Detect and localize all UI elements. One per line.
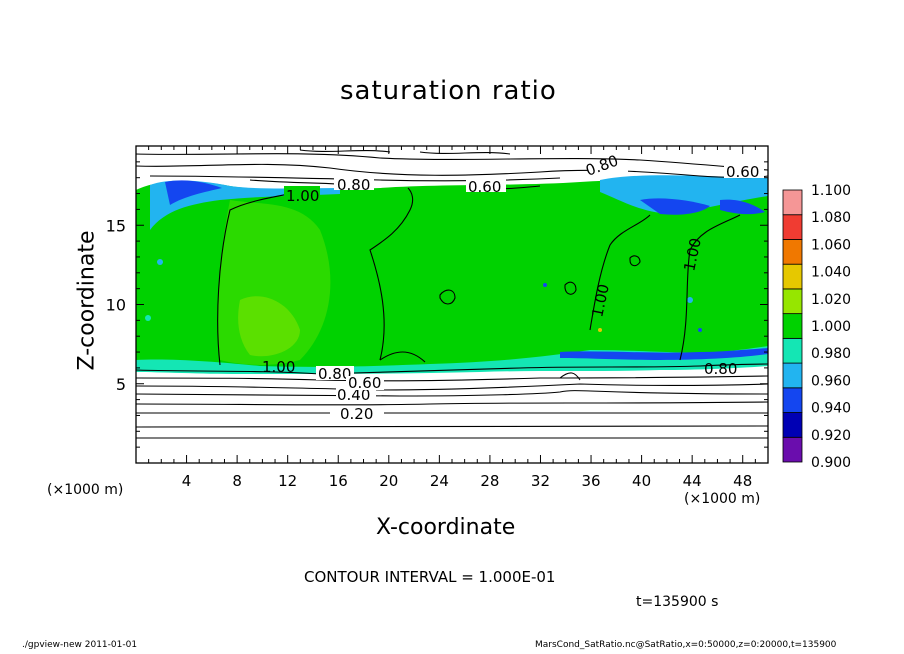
contour-label: 0.40 — [337, 386, 370, 404]
x-axis: 4 8 12 16 20 24 28 32 36 40 44 48 — [148, 146, 756, 490]
colorbar-label: 0.920 — [811, 428, 851, 444]
contour-label: 0.60 — [468, 178, 501, 196]
colorbar-swatch — [782, 412, 803, 438]
colorbar-swatch — [782, 214, 803, 240]
x-tick-label: 16 — [329, 472, 348, 490]
x-tick-label: 40 — [632, 472, 651, 490]
x-tick-label: 48 — [733, 472, 752, 490]
footer-right: MarsCond_SatRatio.nc@SatRatio,x=0:50000,… — [535, 640, 837, 650]
contour-label: 1.00 — [262, 358, 295, 376]
colorbar-swatch — [782, 263, 803, 290]
x-tick-label: 44 — [683, 472, 702, 490]
colorbar-label: 1.100 — [811, 183, 851, 199]
colorbar-swatch — [782, 387, 803, 413]
x-axis-label: X-coordinate — [376, 515, 516, 540]
saturation-field — [136, 146, 768, 463]
contour-interval: CONTOUR INTERVAL = 1.000E-01 — [304, 568, 556, 586]
contour-lines — [135, 149, 769, 439]
colorbar: 0.900 0.920 0.940 0.960 0.980 1.000 1.020 1.040… — [782, 183, 851, 471]
colorbar-swatch — [782, 288, 803, 315]
contour-label: 0.80 — [337, 176, 370, 194]
colorbar-label: 0.960 — [811, 373, 851, 389]
colorbar-swatch — [782, 436, 803, 463]
x-tick-label: 20 — [379, 472, 398, 490]
colorbar-label: 1.000 — [811, 319, 851, 335]
contour-label: 1.00 — [286, 187, 319, 205]
x-tick-label: 36 — [581, 472, 600, 490]
contour-label: 0.80 — [704, 360, 737, 378]
colorbar-swatch — [782, 239, 803, 265]
colorbar-swatch — [782, 337, 803, 364]
x-tick-label: 24 — [430, 472, 449, 490]
y-tick-label: 5 — [116, 375, 126, 394]
colorbar-label: 1.080 — [811, 210, 851, 226]
colorbar-swatch — [782, 313, 803, 339]
colorbar-swatch — [782, 189, 803, 216]
colorbar-label: 0.980 — [811, 346, 851, 362]
contour-label: 0.20 — [340, 405, 373, 423]
colorbar-label: 1.060 — [811, 237, 851, 253]
contour-label: 0.80 — [318, 365, 351, 383]
footer-left: ./gpview-new 2011-01-01 — [22, 640, 138, 650]
y-tick-label: 10 — [106, 296, 126, 315]
x-unit-label-right: (×1000 m) — [684, 491, 761, 507]
contour-label: 0.60 — [726, 163, 759, 181]
x-unit-label-left: (×1000 m) — [47, 482, 124, 498]
x-tick-label: 32 — [531, 472, 550, 490]
colorbar-swatch — [782, 362, 803, 389]
x-tick-label: 4 — [182, 472, 192, 490]
x-tick-label: 12 — [278, 472, 297, 490]
colorbar-label: 0.940 — [811, 401, 851, 417]
colorbar-label: 1.040 — [811, 265, 851, 281]
y-tick-label: 15 — [106, 216, 126, 235]
time-label: t=135900 s — [636, 594, 719, 610]
x-tick-label: 8 — [232, 472, 242, 490]
contour-label: 0.60 — [348, 374, 381, 392]
x-tick-label: 28 — [480, 472, 499, 490]
y-axis-label: Z-coordinate — [74, 230, 100, 371]
colorbar-label: 0.900 — [811, 455, 851, 471]
colorbar-label: 1.020 — [811, 292, 851, 308]
y-axis: 5 10 15 — [106, 161, 768, 448]
chart-title: saturation ratio — [340, 76, 557, 106]
